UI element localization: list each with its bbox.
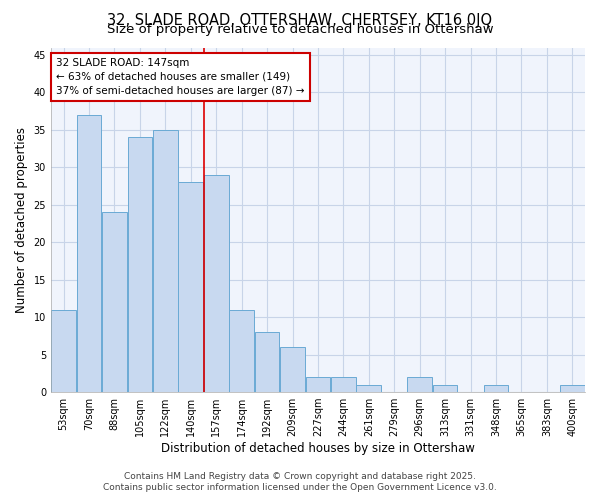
Bar <box>305 377 330 392</box>
Bar <box>102 212 127 392</box>
Text: 32 SLADE ROAD: 147sqm
← 63% of detached houses are smaller (149)
37% of semi-det: 32 SLADE ROAD: 147sqm ← 63% of detached … <box>56 58 305 96</box>
Bar <box>407 377 432 392</box>
Bar <box>560 384 584 392</box>
Bar <box>484 384 508 392</box>
Bar <box>51 310 76 392</box>
Bar <box>356 384 381 392</box>
Bar <box>255 332 280 392</box>
Text: 32, SLADE ROAD, OTTERSHAW, CHERTSEY, KT16 0JQ: 32, SLADE ROAD, OTTERSHAW, CHERTSEY, KT1… <box>107 12 493 28</box>
Bar <box>433 384 457 392</box>
Bar <box>128 138 152 392</box>
Bar <box>204 175 229 392</box>
Bar <box>77 115 101 392</box>
Bar <box>178 182 203 392</box>
Text: Contains HM Land Registry data © Crown copyright and database right 2025.
Contai: Contains HM Land Registry data © Crown c… <box>103 472 497 492</box>
Bar <box>153 130 178 392</box>
Bar <box>280 347 305 392</box>
Bar <box>229 310 254 392</box>
Bar <box>331 377 356 392</box>
Y-axis label: Number of detached properties: Number of detached properties <box>15 127 28 313</box>
X-axis label: Distribution of detached houses by size in Ottershaw: Distribution of detached houses by size … <box>161 442 475 455</box>
Text: Size of property relative to detached houses in Ottershaw: Size of property relative to detached ho… <box>107 22 493 36</box>
